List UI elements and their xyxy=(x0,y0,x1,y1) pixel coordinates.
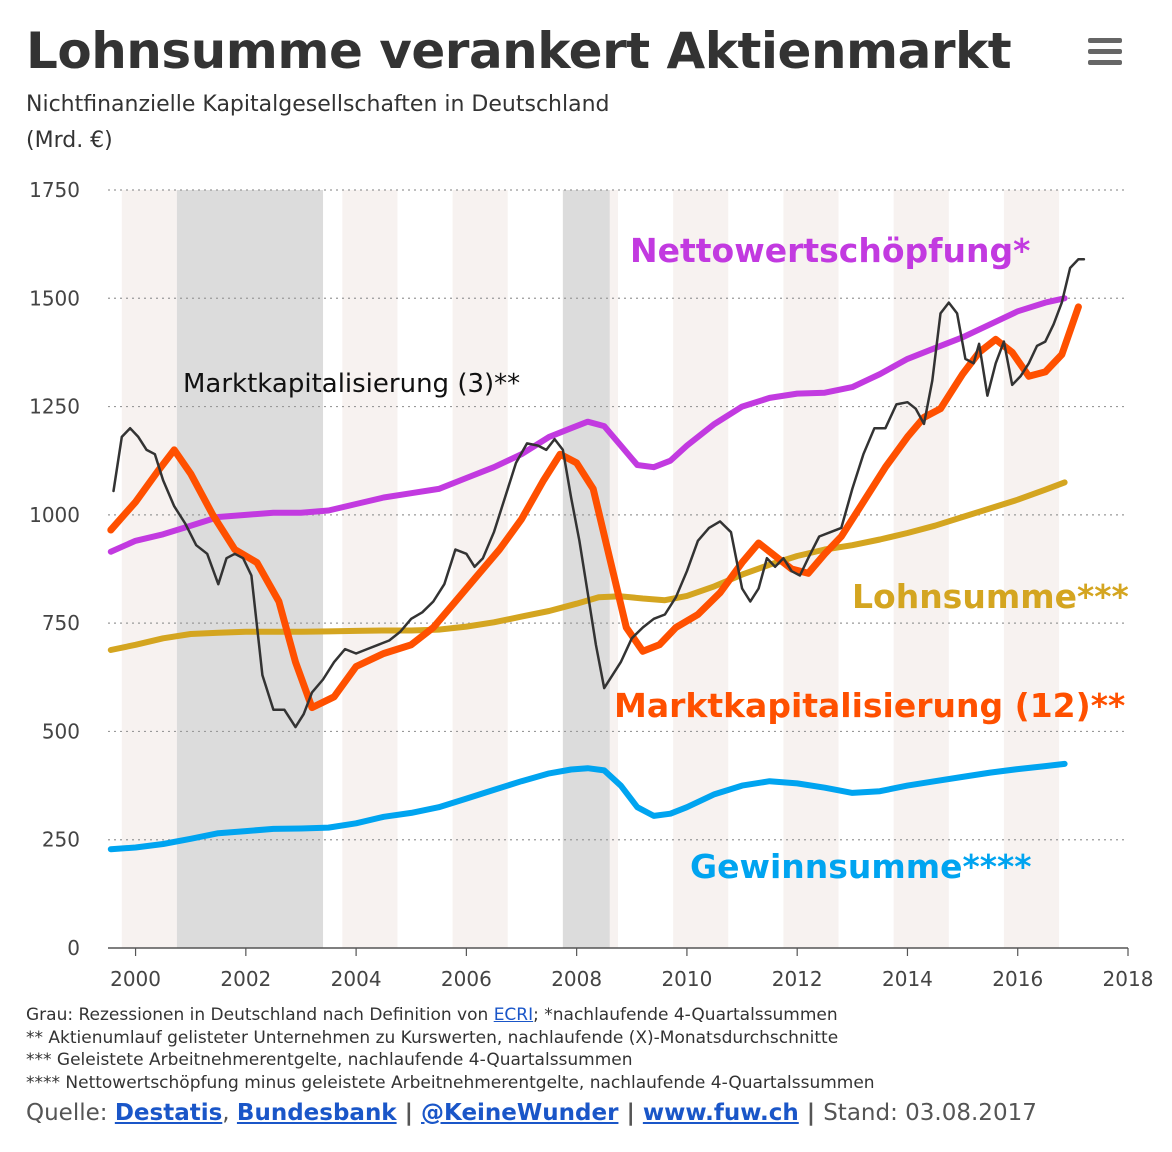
series-lines xyxy=(107,258,1086,853)
y-tick-label: 0 xyxy=(67,936,80,960)
series-label-marktkap3: Marktkapitalisierung (3)** xyxy=(183,369,520,399)
y-axis-ticks: 0 250 500 750 1000 1250 1500 1750 xyxy=(29,178,80,960)
chart-title: Lohnsumme verankert Aktienmarkt xyxy=(26,22,1012,80)
x-tick-label: 2000 xyxy=(110,967,161,991)
hamburger-menu-icon[interactable] xyxy=(1088,38,1122,66)
x-tick-label: 2010 xyxy=(661,967,712,991)
x-tick-label: 2002 xyxy=(220,967,271,991)
recession-band xyxy=(562,190,610,948)
unit-label: (Mrd. €) xyxy=(26,128,113,153)
y-tick-label: 1750 xyxy=(29,178,80,202)
y-tick-label: 1000 xyxy=(29,503,80,527)
footnote-1-prefix: Grau: Rezessionen in Deutschland nach De… xyxy=(26,1005,494,1025)
footnote-4: **** Nettowertschöpfung minus geleistete… xyxy=(26,1072,875,1093)
series-label-marktkap12: Marktkapitalisierung (12)** xyxy=(614,686,1125,725)
series-line-marktkap3 xyxy=(112,258,1086,729)
destatis-link[interactable]: Destatis xyxy=(114,1100,223,1126)
series-labels: Nettowertschöpfung* Lohnsumme*** Marktkapi… xyxy=(183,231,1129,886)
series-label-lohnsumme: Lohnsumme*** xyxy=(852,577,1129,616)
menu-bar xyxy=(1088,38,1122,43)
x-tick-label: 2008 xyxy=(551,967,602,991)
bundesbank-link[interactable]: Bundesbank xyxy=(236,1100,397,1126)
menu-bar xyxy=(1088,49,1122,54)
x-axis-ticks: 2000 2002 2004 2006 2008 2010 2012 2014 2016 2018 xyxy=(110,948,1153,991)
footnote-3: *** Geleistete Arbeitnehmerentgelte, nac… xyxy=(26,1050,633,1070)
x-tick-label: 2014 xyxy=(882,967,933,991)
recession-shading xyxy=(176,190,610,948)
year-band xyxy=(342,190,398,948)
y-tick-label: 750 xyxy=(42,611,80,635)
series-label-nettowertschoepfung: Nettowertschöpfung* xyxy=(630,231,1030,270)
x-tick-label: 2018 xyxy=(1103,967,1154,991)
chart-subtitle: Nichtfinanzielle Kapitalgesellschaften i… xyxy=(26,92,610,117)
series-line-gewinnsumme xyxy=(107,760,1068,853)
series-line-nettowertschoepfung xyxy=(107,295,1068,555)
source-separator: | xyxy=(396,1100,422,1126)
source-separator: | xyxy=(798,1100,824,1126)
footnote-1-suffix: ; *nachlaufende 4-Quartalssummen xyxy=(533,1005,838,1025)
series-label-gewinnsumme: Gewinnsumme**** xyxy=(690,847,1032,886)
footnote-2: ** Aktienumlauf gelisteter Unternehmen z… xyxy=(26,1027,839,1048)
x-tick-label: 2016 xyxy=(992,967,1043,991)
source-comma: , xyxy=(222,1100,237,1126)
stand-date: Stand: 03.08.2017 xyxy=(823,1100,1037,1126)
series-line-lohnsumme xyxy=(107,479,1068,653)
x-tick-label: 2006 xyxy=(441,967,492,991)
x-tick-label: 2004 xyxy=(331,967,382,991)
year-band xyxy=(893,190,949,948)
series-line-marktkap12 xyxy=(107,303,1082,712)
y-tick-label: 500 xyxy=(42,719,80,743)
y-tick-label: 1250 xyxy=(29,395,80,419)
fuw-link[interactable]: www.fuw.ch xyxy=(642,1100,799,1126)
source-label: Quelle: xyxy=(26,1100,115,1126)
recession-band xyxy=(176,190,324,948)
y-tick-label: 1500 xyxy=(29,286,80,310)
footnotes: Grau: Rezessionen in Deutschland nach De… xyxy=(26,1004,875,1094)
source-separator: | xyxy=(618,1100,643,1126)
ecri-link[interactable]: ECRI xyxy=(493,1005,534,1025)
x-tick-label: 2012 xyxy=(772,967,823,991)
year-band xyxy=(121,190,177,948)
y-tick-label: 250 xyxy=(42,828,80,852)
year-band xyxy=(673,190,729,948)
keinewunder-link[interactable]: @KeineWunder xyxy=(421,1100,619,1126)
source-line: Quelle: Destatis, Bundesbank | @KeineWun… xyxy=(26,1100,1037,1126)
footnote-1: Grau: Rezessionen in Deutschland nach De… xyxy=(26,1004,875,1027)
menu-bar xyxy=(1088,60,1122,65)
